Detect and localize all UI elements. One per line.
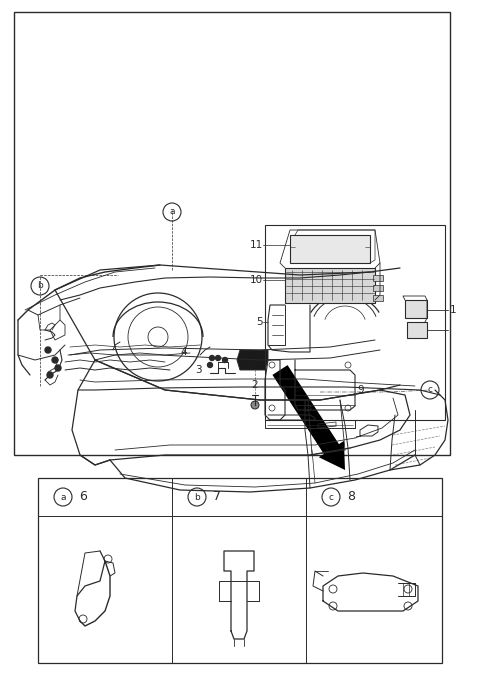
Text: c: c	[428, 386, 432, 394]
Text: 9: 9	[357, 385, 364, 395]
Text: 10: 10	[250, 275, 263, 285]
Bar	[290, 235, 370, 263]
Circle shape	[45, 347, 51, 353]
Circle shape	[207, 363, 213, 367]
Bar	[373, 275, 383, 281]
Circle shape	[251, 401, 259, 409]
Circle shape	[216, 355, 220, 361]
Text: b: b	[37, 282, 43, 290]
Text: 5: 5	[256, 317, 263, 327]
Text: c: c	[328, 493, 334, 501]
Bar	[38, 478, 442, 663]
Circle shape	[52, 357, 58, 363]
Text: a: a	[169, 208, 175, 216]
Circle shape	[55, 365, 61, 371]
Bar	[407, 322, 427, 338]
Text: 6: 6	[79, 491, 87, 503]
Circle shape	[47, 372, 53, 378]
Bar	[265, 225, 445, 420]
Bar	[14, 12, 450, 455]
Polygon shape	[237, 350, 268, 370]
Circle shape	[223, 357, 228, 363]
Bar	[285, 268, 375, 303]
Text: 4: 4	[180, 347, 187, 357]
Text: 1: 1	[450, 305, 456, 315]
Text: 3: 3	[195, 365, 202, 375]
Text: 7: 7	[213, 491, 221, 503]
Circle shape	[209, 355, 215, 361]
FancyArrow shape	[273, 365, 345, 470]
Text: 8: 8	[347, 491, 355, 503]
Bar	[405, 300, 427, 318]
Text: 11: 11	[250, 240, 263, 250]
Bar	[373, 295, 383, 301]
Bar	[373, 285, 383, 291]
Text: b: b	[194, 493, 200, 501]
Text: a: a	[60, 493, 66, 501]
Text: 2: 2	[252, 380, 258, 390]
